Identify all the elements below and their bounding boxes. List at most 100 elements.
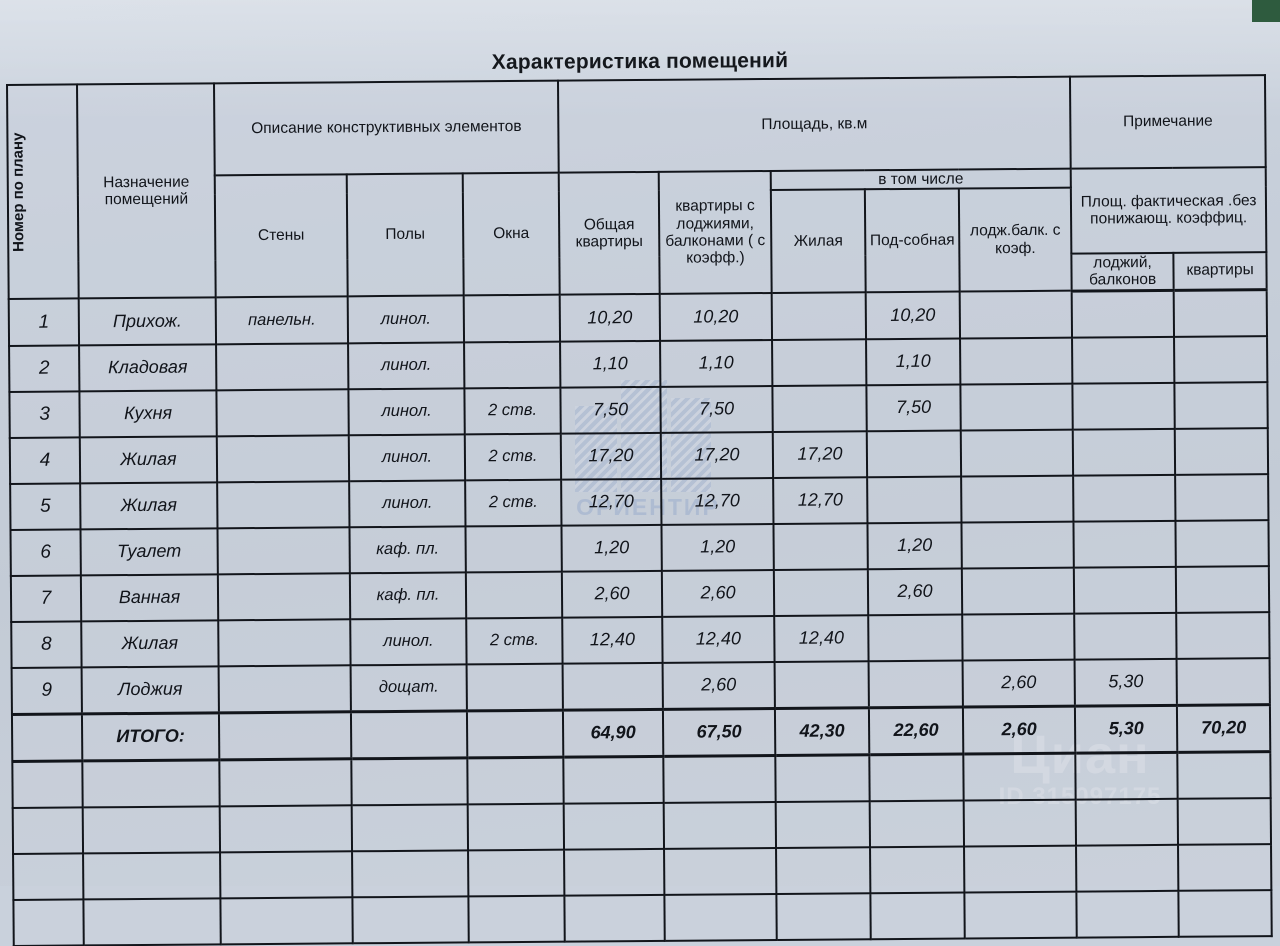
total-cell-windows <box>466 709 564 758</box>
empty-cell-num <box>12 806 84 854</box>
empty-cell-name <box>82 759 220 807</box>
cell-name: Туалет <box>80 527 218 575</box>
cell-floors: линол. <box>348 433 466 481</box>
total-cell-walls <box>218 711 352 760</box>
cell-living: 12,40 <box>774 614 869 662</box>
empty-cell-utility <box>869 753 964 801</box>
empty-cell-name <box>83 851 221 899</box>
empty-cell-walls <box>219 804 353 852</box>
empty-cell-windows <box>468 849 565 896</box>
cell-name: Лоджия <box>81 665 219 714</box>
cell-lb_coef: 2,60 <box>962 659 1075 707</box>
cell-apt <box>1175 473 1269 521</box>
th-walls: Стены <box>214 174 348 298</box>
cell-with_loggia: 12,40 <box>662 615 775 663</box>
cell-windows <box>465 571 563 618</box>
th-number: Номер по плану <box>7 84 79 299</box>
cell-total <box>562 662 663 710</box>
cell-apt <box>1174 381 1268 429</box>
cell-num: 5 <box>10 482 81 530</box>
cell-apt <box>1175 565 1270 613</box>
cell-total: 12,70 <box>561 478 662 526</box>
cell-living <box>771 292 867 340</box>
cell-floors: линол. <box>348 387 465 435</box>
total-cell-num <box>11 713 83 761</box>
total-cell-lb_coef: 2,60 <box>962 705 1076 754</box>
cell-utility <box>867 476 962 523</box>
empty-cell-utility <box>869 800 965 847</box>
cell-floors: линол. <box>347 295 465 343</box>
empty-cell-windows <box>467 803 565 850</box>
empty-cell-living <box>775 754 870 802</box>
empty-cell-lb_coef <box>964 845 1077 892</box>
empty-cell-with_loggia <box>664 847 777 895</box>
cell-num: 4 <box>9 436 81 484</box>
cell-total: 10,20 <box>559 293 661 342</box>
cell-name: Кухня <box>79 389 217 437</box>
empty-cell-total <box>563 802 665 850</box>
cell-windows: 2 ств. <box>466 617 563 664</box>
cell-total: 17,20 <box>560 432 662 480</box>
cell-walls <box>217 572 351 620</box>
cell-walls <box>217 526 350 574</box>
empty-cell-windows <box>467 756 564 804</box>
cell-living: 12,70 <box>773 476 868 524</box>
cell-total: 1,10 <box>560 340 661 388</box>
empty-cell-total <box>563 755 664 804</box>
cell-living <box>774 660 869 708</box>
cell-with_loggia: 12,70 <box>661 477 774 525</box>
total-cell-floors <box>350 710 468 759</box>
cell-lb <box>1073 474 1176 522</box>
cell-name: Жилая <box>79 435 218 483</box>
cell-num: 6 <box>10 528 81 576</box>
cell-lb_coef <box>960 429 1074 477</box>
cell-floors: каф. пл. <box>349 525 466 573</box>
th-floors: Полы <box>346 173 464 297</box>
empty-cell-num <box>12 760 83 808</box>
cell-windows <box>464 341 561 388</box>
cell-lb <box>1074 612 1177 660</box>
header-row-1: Номер по плану Назначение помещений Опис… <box>7 75 1266 299</box>
empty-cell-living <box>775 800 871 848</box>
empty-cell-lb <box>1076 844 1179 892</box>
cell-with_loggia: 17,20 <box>660 431 774 479</box>
empty-cell-name <box>82 805 221 853</box>
cell-apt <box>1174 427 1269 475</box>
empty-cell-floors <box>352 849 469 897</box>
cell-living <box>772 384 867 432</box>
cell-lb_coef <box>959 290 1073 339</box>
cell-living <box>772 338 867 386</box>
cell-num: 2 <box>9 344 80 392</box>
empty-cell-living <box>776 846 871 894</box>
empty-cell-apt <box>1177 797 1272 845</box>
empty-cell-walls <box>220 850 353 898</box>
cell-name: Ванная <box>80 573 219 621</box>
empty-cell-apt <box>1178 843 1272 891</box>
cell-with_loggia: 1,10 <box>660 339 773 387</box>
empty-cell-floors <box>351 757 468 805</box>
cell-name: Кладовая <box>79 343 217 391</box>
cell-apt <box>1175 519 1269 567</box>
cell-with_loggia: 1,20 <box>661 523 774 571</box>
cell-with_loggia: 10,20 <box>659 292 773 341</box>
cell-windows: 2 ств. <box>465 479 562 526</box>
cell-utility: 2,60 <box>867 568 963 615</box>
total-cell-living: 42,30 <box>774 707 870 755</box>
cell-living <box>773 568 869 616</box>
cell-num: 8 <box>11 620 82 668</box>
th-area-group: Площадь, кв.м <box>558 76 1071 173</box>
table-head: Номер по плану Назначение помещений Опис… <box>7 75 1267 299</box>
cell-total: 2,60 <box>561 570 663 618</box>
empty-cell-num <box>13 898 84 946</box>
empty-cell-apt <box>1177 751 1271 799</box>
cell-num: 3 <box>9 390 80 438</box>
empty-cell-lb <box>1075 798 1179 846</box>
cell-walls: панельн. <box>215 296 349 344</box>
cell-living <box>773 522 868 570</box>
empty-cell-windows <box>468 895 565 942</box>
cell-name: Прихож. <box>78 297 217 345</box>
cell-total: 1,20 <box>561 524 662 572</box>
cell-with_loggia: 2,60 <box>662 661 775 709</box>
cell-lb_coef <box>961 567 1075 615</box>
cell-windows <box>466 663 563 711</box>
